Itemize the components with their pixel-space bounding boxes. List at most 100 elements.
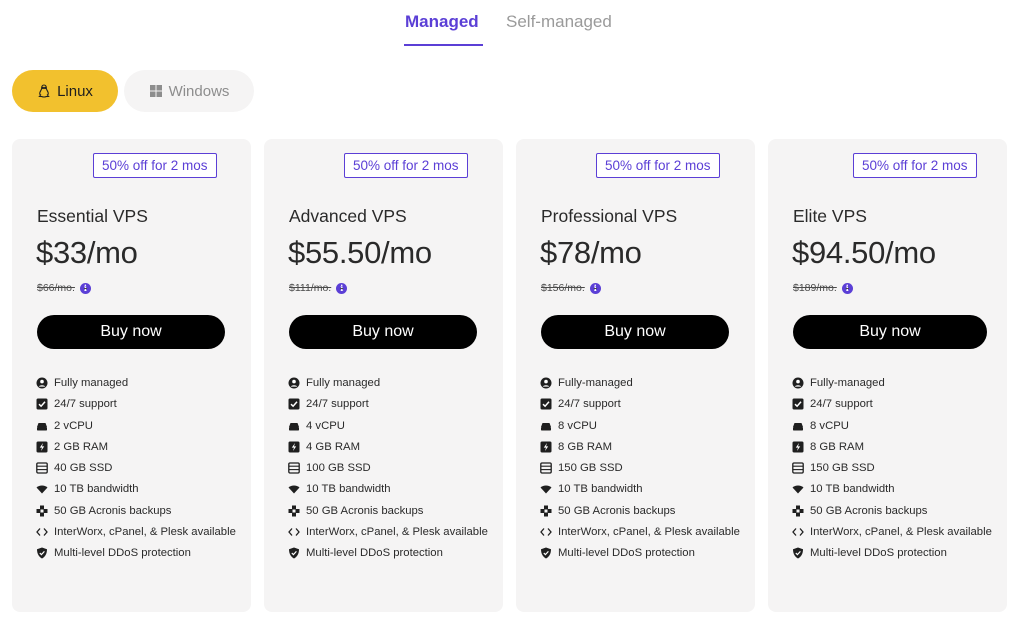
os-linux-label: Linux — [57, 82, 93, 100]
plan-card-essential: 50% off for 2 mos Essential VPS $33/mo $… — [12, 139, 251, 612]
feature-text: InterWorx, cPanel, & Plesk available — [558, 526, 740, 539]
plan-price: $94.50/mo — [792, 235, 936, 270]
active-tab-underline — [404, 44, 483, 46]
feature-item: 50 GB Acronis backups — [540, 503, 745, 519]
plan-price: $55.50/mo — [288, 235, 432, 270]
feature-item: 150 GB SSD — [540, 460, 745, 476]
plan-name: Essential VPS — [37, 206, 148, 226]
feature-text: Multi-level DDoS protection — [810, 547, 947, 560]
backup-icon — [540, 505, 552, 517]
original-price-text: $189/mo. — [793, 282, 837, 294]
feature-list: Fully-managed 24/7 support 8 vCPU 8 GB R… — [540, 375, 745, 567]
windows-logo-icon — [149, 84, 163, 98]
feature-text: Fully-managed — [558, 377, 633, 389]
feature-text: 24/7 support — [306, 398, 369, 411]
discount-badge: 50% off for 2 mos — [93, 153, 217, 178]
backup-icon — [288, 505, 300, 517]
feature-text: 8 vCPU — [558, 419, 597, 432]
plan-name: Professional VPS — [541, 206, 678, 226]
feature-text: 24/7 support — [558, 398, 621, 411]
backup-icon — [36, 505, 48, 517]
shield-icon — [36, 547, 48, 559]
original-price: $111/mo. i — [289, 282, 348, 294]
buy-now-button[interactable]: Buy now — [37, 315, 225, 349]
feature-item: 8 vCPU — [540, 418, 745, 434]
feature-item: InterWorx, cPanel, & Plesk available — [36, 524, 241, 540]
info-icon[interactable]: i — [841, 282, 853, 294]
feature-text: 4 vCPU — [306, 419, 345, 432]
ssd-icon — [540, 462, 552, 474]
cpu-icon — [792, 420, 804, 432]
feature-text: Multi-level DDoS protection — [306, 547, 443, 560]
cpu-icon — [36, 420, 48, 432]
feature-text: 40 GB SSD — [54, 462, 113, 475]
feature-text: 50 GB Acronis backups — [54, 504, 172, 517]
feature-item: 10 TB bandwidth — [540, 481, 745, 497]
tab-managed[interactable]: Managed — [405, 12, 479, 31]
feature-item: InterWorx, cPanel, & Plesk available — [288, 524, 493, 540]
os-windows-button[interactable]: Windows — [124, 70, 254, 112]
feature-item: Fully-managed — [540, 375, 745, 391]
original-price-text: $66/mo. — [37, 282, 75, 294]
linux-penguin-icon — [37, 84, 51, 98]
feature-text: 50 GB Acronis backups — [558, 504, 676, 517]
plan-name: Advanced VPS — [289, 206, 407, 226]
feature-item: 50 GB Acronis backups — [792, 503, 997, 519]
user-circle-icon — [792, 377, 804, 389]
wifi-icon — [288, 483, 300, 495]
feature-list: Fully-managed 24/7 support 8 vCPU 8 GB R… — [792, 375, 997, 567]
feature-item: Multi-level DDoS protection — [288, 545, 493, 561]
info-icon[interactable]: i — [336, 282, 348, 294]
check-square-icon — [36, 398, 48, 410]
feature-item: 24/7 support — [540, 396, 745, 412]
wifi-icon — [540, 483, 552, 495]
os-windows-label: Windows — [168, 82, 230, 100]
os-linux-button[interactable]: Linux — [12, 70, 118, 112]
original-price: $66/mo. i — [37, 282, 91, 294]
info-icon[interactable]: i — [589, 282, 601, 294]
feature-text: Multi-level DDoS protection — [558, 547, 695, 560]
info-icon[interactable]: i — [79, 282, 91, 294]
user-circle-icon — [540, 377, 552, 389]
feature-item: 10 TB bandwidth — [792, 481, 997, 497]
feature-text: 50 GB Acronis backups — [810, 504, 928, 517]
feature-text: 10 TB bandwidth — [558, 483, 643, 496]
wifi-icon — [36, 483, 48, 495]
feature-item: 4 GB RAM — [288, 439, 493, 455]
feature-text: 8 vCPU — [810, 419, 849, 432]
feature-list: Fully managed 24/7 support 2 vCPU 2 GB R… — [36, 375, 241, 567]
user-circle-icon — [36, 377, 48, 389]
shield-icon — [792, 547, 804, 559]
ram-icon — [540, 441, 552, 453]
original-price-text: $156/mo. — [541, 282, 585, 294]
feature-text: 10 TB bandwidth — [306, 483, 391, 496]
buy-now-button[interactable]: Buy now — [541, 315, 729, 349]
discount-badge: 50% off for 2 mos — [853, 153, 977, 178]
feature-item: Multi-level DDoS protection — [792, 545, 997, 561]
feature-text: 10 TB bandwidth — [810, 483, 895, 496]
ram-icon — [792, 441, 804, 453]
feature-item: InterWorx, cPanel, & Plesk available — [540, 524, 745, 540]
plan-card-elite: 50% off for 2 mos Elite VPS $94.50/mo $1… — [768, 139, 1007, 612]
buy-now-button[interactable]: Buy now — [289, 315, 477, 349]
original-price: $156/mo. i — [541, 282, 601, 294]
feature-item: Fully managed — [36, 375, 241, 391]
feature-item: 8 GB RAM — [792, 439, 997, 455]
ram-icon — [36, 441, 48, 453]
discount-badge: 50% off for 2 mos — [344, 153, 468, 178]
feature-item: 10 TB bandwidth — [36, 481, 241, 497]
backup-icon — [792, 505, 804, 517]
shield-icon — [288, 547, 300, 559]
cpu-icon — [540, 420, 552, 432]
tab-self-managed[interactable]: Self-managed — [506, 12, 612, 31]
ssd-icon — [288, 462, 300, 474]
ssd-icon — [792, 462, 804, 474]
buy-now-button[interactable]: Buy now — [793, 315, 987, 349]
feature-text: Fully managed — [306, 377, 381, 389]
shield-icon — [540, 547, 552, 559]
original-price-text: $111/mo. — [289, 282, 332, 294]
feature-item: InterWorx, cPanel, & Plesk available — [792, 524, 997, 540]
feature-text: 4 GB RAM — [306, 440, 360, 453]
feature-text: 8 GB RAM — [558, 440, 612, 453]
feature-item: 100 GB SSD — [288, 460, 493, 476]
